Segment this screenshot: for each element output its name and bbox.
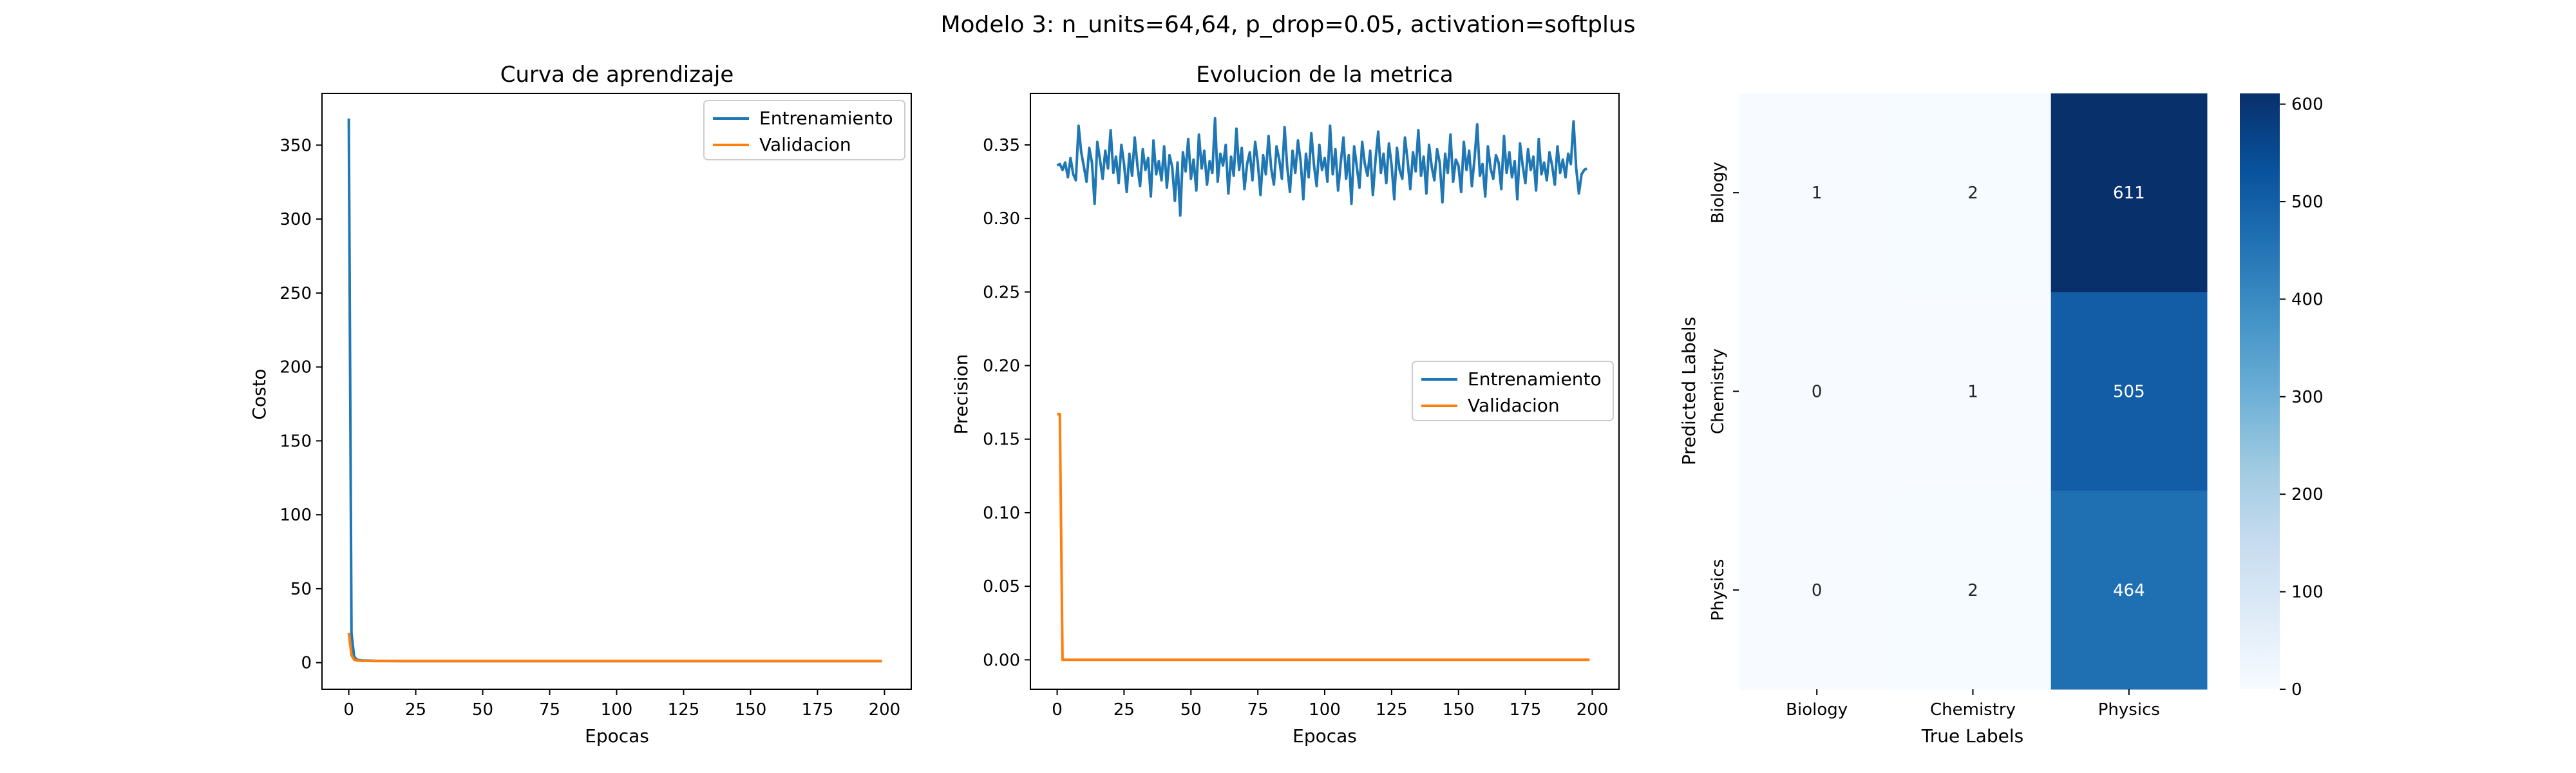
y-tick-label: 50: [290, 580, 312, 599]
metric-xlabel: Epocas: [1293, 725, 1357, 747]
colorbar-tick-label: 100: [2291, 583, 2324, 602]
x-tick-label: 0: [1052, 700, 1063, 720]
heatmap-cell: [2050, 490, 2208, 690]
y-tick-label: Biology: [1709, 162, 1728, 224]
heatmap-cell-value: 2: [1967, 581, 1978, 600]
x-tick-label: 200: [869, 700, 901, 720]
x-tick-label: 50: [1180, 700, 1202, 720]
heatmap-cell: [2050, 292, 2208, 491]
colorbar-tick-label: 500: [2291, 193, 2324, 212]
colorbar-tick-label: 200: [2291, 485, 2324, 504]
heatmap-cell: [1739, 93, 1895, 292]
x-tick-label: 75: [1247, 700, 1269, 720]
heatmap-cell: [1895, 490, 2052, 690]
x-tick-label: 25: [1113, 700, 1135, 720]
x-tick-label: 200: [1577, 700, 1609, 720]
y-tick-label: 250: [279, 284, 312, 303]
heatmap-cell-value: 1: [1967, 383, 1978, 402]
y-tick-label: 200: [279, 358, 312, 377]
y-tick-label: 0.35: [983, 136, 1020, 155]
heatmap-cell-value: 611: [2113, 184, 2145, 203]
y-tick-label: 100: [279, 506, 312, 525]
legend-frame: [1412, 361, 1614, 421]
x-tick-label: Physics: [2098, 700, 2160, 720]
heatmap-xlabel: True Labels: [1921, 725, 2024, 747]
confusion-matrix: 1 2 611 0 1 505 0 2 464 Biology Chemistry Physics Bi…: [1678, 93, 2324, 747]
colorbar-tick-label: 400: [2291, 290, 2324, 309]
heatmap-cell-value: 464: [2113, 581, 2145, 600]
colorbar-tick-label: 600: [2291, 95, 2324, 115]
heatmap-cell-value: 505: [2113, 383, 2145, 402]
x-tick-label: 125: [1376, 700, 1408, 720]
colorbar-ticks: 0 100 200 300 400 500 600: [2280, 95, 2324, 700]
heatmap-cell: [2050, 93, 2208, 292]
x-tick-label: 75: [539, 700, 560, 720]
legend-frame: [703, 100, 905, 160]
loss-ylabel: Costo: [249, 368, 270, 419]
colorbar-tick-label: 0: [2291, 680, 2302, 700]
heatmap-cell-value: 0: [1812, 581, 1823, 600]
metric-chart-title: Evolucion de la metrica: [1196, 62, 1453, 88]
heatmap-ylabel: Predicted Labels: [1678, 317, 1700, 465]
heatmap-grid: 1 2 611 0 1 505 0 2 464 Biology Chemistry Physics Bi…: [1709, 93, 2208, 720]
y-tick-label: 0.10: [983, 504, 1020, 523]
legend: Entrenamiento Validacion: [703, 100, 905, 160]
legend-label: Validacion: [1468, 395, 1560, 416]
x-tick-label: 50: [472, 700, 493, 720]
x-tick-label: 150: [1443, 700, 1475, 720]
heatmap-cell-value: 2: [1967, 184, 1978, 203]
loss-chart: Curva de aprendizaje 0 25 50 75 100 125 150 175…: [249, 62, 912, 747]
heatmap-cell: [1739, 292, 1895, 491]
axes-frame: [321, 93, 912, 690]
y-tick-label: 0: [301, 654, 312, 673]
loss-xlabel: Epocas: [585, 725, 649, 747]
x-tick-label: Chemistry: [1930, 700, 2016, 720]
legend: Entrenamiento Validacion: [1412, 361, 1614, 421]
series-line-train: [1056, 117, 1588, 217]
y-tick-label: 0.00: [983, 651, 1020, 670]
y-tick-label: 0.15: [983, 430, 1020, 450]
series-line-val: [1057, 412, 1590, 662]
heatmap-cell-value: 0: [1812, 383, 1823, 402]
colorbar-tick-label: 300: [2291, 388, 2324, 407]
y-tick-label: Chemistry: [1709, 348, 1728, 434]
heatmap-cell: [1895, 292, 2052, 491]
x-tick-label: 175: [802, 700, 834, 720]
x-tick-label: 100: [601, 700, 633, 720]
y-tick-label: 0.30: [983, 209, 1020, 229]
legend-label: Entrenamiento: [759, 108, 893, 129]
x-tick-label: 0: [343, 700, 354, 720]
heatmap-cell: [1739, 490, 1895, 690]
heatmap-cell: [1895, 93, 2052, 292]
y-tick-label: 0.05: [983, 577, 1020, 596]
heatmap-cell-value: 1: [1812, 184, 1823, 203]
metric-plot-area: 0 25 50 75 100 125 150 175 200 0.00 0.05 0.10 0.15 0.…: [983, 93, 1620, 720]
series-line-val: [347, 633, 882, 663]
legend-label: Validacion: [759, 134, 851, 155]
y-tick-label: 0.25: [983, 283, 1020, 302]
y-tick-label: 350: [279, 136, 312, 155]
metric-ylabel: Precision: [951, 354, 972, 435]
loss-chart-title: Curva de aprendizaje: [500, 62, 734, 88]
x-tick-label: 25: [405, 700, 426, 720]
metric-chart: Evolucion de la metrica 0 25 50 75 100 125 150…: [951, 62, 1620, 747]
y-tick-label: 150: [279, 432, 312, 451]
y-tick-label: 0.20: [983, 357, 1020, 376]
x-tick-label: Biology: [1786, 700, 1848, 720]
x-tick-label: 175: [1510, 700, 1542, 720]
y-tick-label: Physics: [1709, 559, 1728, 621]
x-tick-label: 150: [735, 700, 767, 720]
y-tick-label: 300: [279, 210, 312, 229]
loss-plot-area: 0 25 50 75 100 125 150 175 200 0 50 100 150 200 250 300…: [279, 93, 912, 720]
x-tick-label: 100: [1309, 700, 1341, 720]
x-tick-label: 125: [668, 700, 700, 720]
colorbar: [2240, 93, 2280, 689]
series-line-train: [347, 118, 882, 663]
figure-suptitle: Modelo 3: n_units=64,64, p_drop=0.05, ac…: [940, 12, 1635, 38]
legend-label: Entrenamiento: [1468, 368, 1602, 390]
